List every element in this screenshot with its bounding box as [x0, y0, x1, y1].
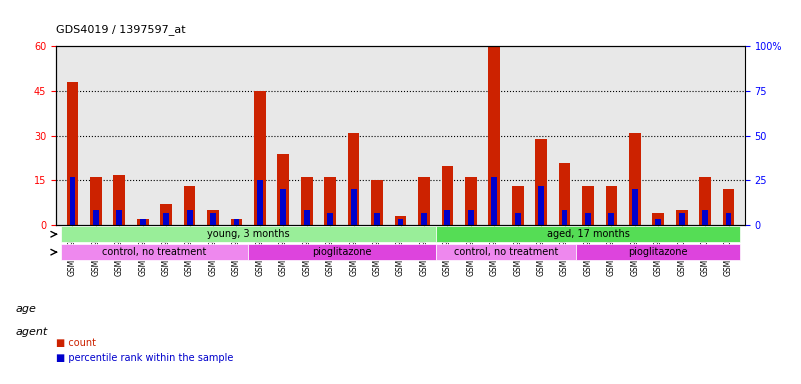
Text: ■ count: ■ count: [56, 338, 96, 348]
Bar: [231, 219, 243, 225]
Bar: [371, 180, 383, 225]
Bar: [585, 214, 591, 225]
Bar: [562, 210, 567, 225]
Bar: [163, 214, 169, 225]
Bar: [116, 210, 123, 225]
Bar: [234, 219, 239, 225]
Bar: [254, 91, 266, 225]
Bar: [160, 204, 172, 225]
Bar: [328, 214, 333, 225]
Bar: [726, 214, 731, 225]
Bar: [90, 177, 102, 225]
Bar: [210, 214, 216, 225]
Bar: [137, 219, 149, 225]
Text: ■ percentile rank within the sample: ■ percentile rank within the sample: [56, 353, 233, 363]
Bar: [61, 244, 248, 260]
Text: GDS4019 / 1397597_at: GDS4019 / 1397597_at: [56, 24, 186, 35]
Text: pioglitazone: pioglitazone: [312, 247, 372, 257]
Bar: [277, 154, 289, 225]
Bar: [699, 177, 711, 225]
Bar: [395, 216, 406, 225]
Text: control, no treatment: control, no treatment: [453, 247, 558, 257]
Bar: [140, 219, 146, 225]
Bar: [348, 133, 360, 225]
Bar: [652, 214, 664, 225]
Bar: [609, 214, 614, 225]
Bar: [491, 177, 497, 225]
Bar: [280, 189, 286, 225]
Bar: [436, 244, 576, 260]
Bar: [183, 187, 195, 225]
Bar: [418, 177, 430, 225]
Bar: [576, 244, 740, 260]
Bar: [61, 226, 436, 242]
Bar: [397, 219, 404, 225]
Bar: [535, 139, 547, 225]
Text: young, 3 months: young, 3 months: [207, 229, 289, 239]
Bar: [489, 46, 500, 225]
Bar: [515, 214, 521, 225]
Bar: [445, 210, 450, 225]
Bar: [558, 162, 570, 225]
Bar: [632, 189, 638, 225]
Text: age: age: [16, 304, 37, 314]
Text: agent: agent: [16, 327, 48, 337]
Bar: [629, 133, 641, 225]
Bar: [93, 210, 99, 225]
Bar: [676, 210, 687, 225]
Bar: [351, 189, 356, 225]
Bar: [678, 214, 685, 225]
Text: aged, 17 months: aged, 17 months: [546, 229, 630, 239]
Text: control, no treatment: control, no treatment: [103, 247, 207, 257]
Bar: [441, 166, 453, 225]
Bar: [304, 210, 310, 225]
Bar: [468, 210, 473, 225]
Bar: [374, 214, 380, 225]
Bar: [187, 210, 192, 225]
Bar: [114, 174, 125, 225]
Bar: [465, 177, 477, 225]
Bar: [324, 177, 336, 225]
Bar: [723, 189, 735, 225]
Bar: [421, 214, 427, 225]
Bar: [538, 187, 544, 225]
Bar: [248, 244, 436, 260]
Bar: [207, 210, 219, 225]
Text: pioglitazone: pioglitazone: [629, 247, 688, 257]
Bar: [257, 180, 263, 225]
Bar: [66, 82, 78, 225]
Bar: [655, 219, 661, 225]
Bar: [702, 210, 708, 225]
Bar: [301, 177, 312, 225]
Bar: [436, 226, 740, 242]
Bar: [512, 187, 524, 225]
Bar: [606, 187, 618, 225]
Bar: [70, 177, 75, 225]
Bar: [582, 187, 594, 225]
